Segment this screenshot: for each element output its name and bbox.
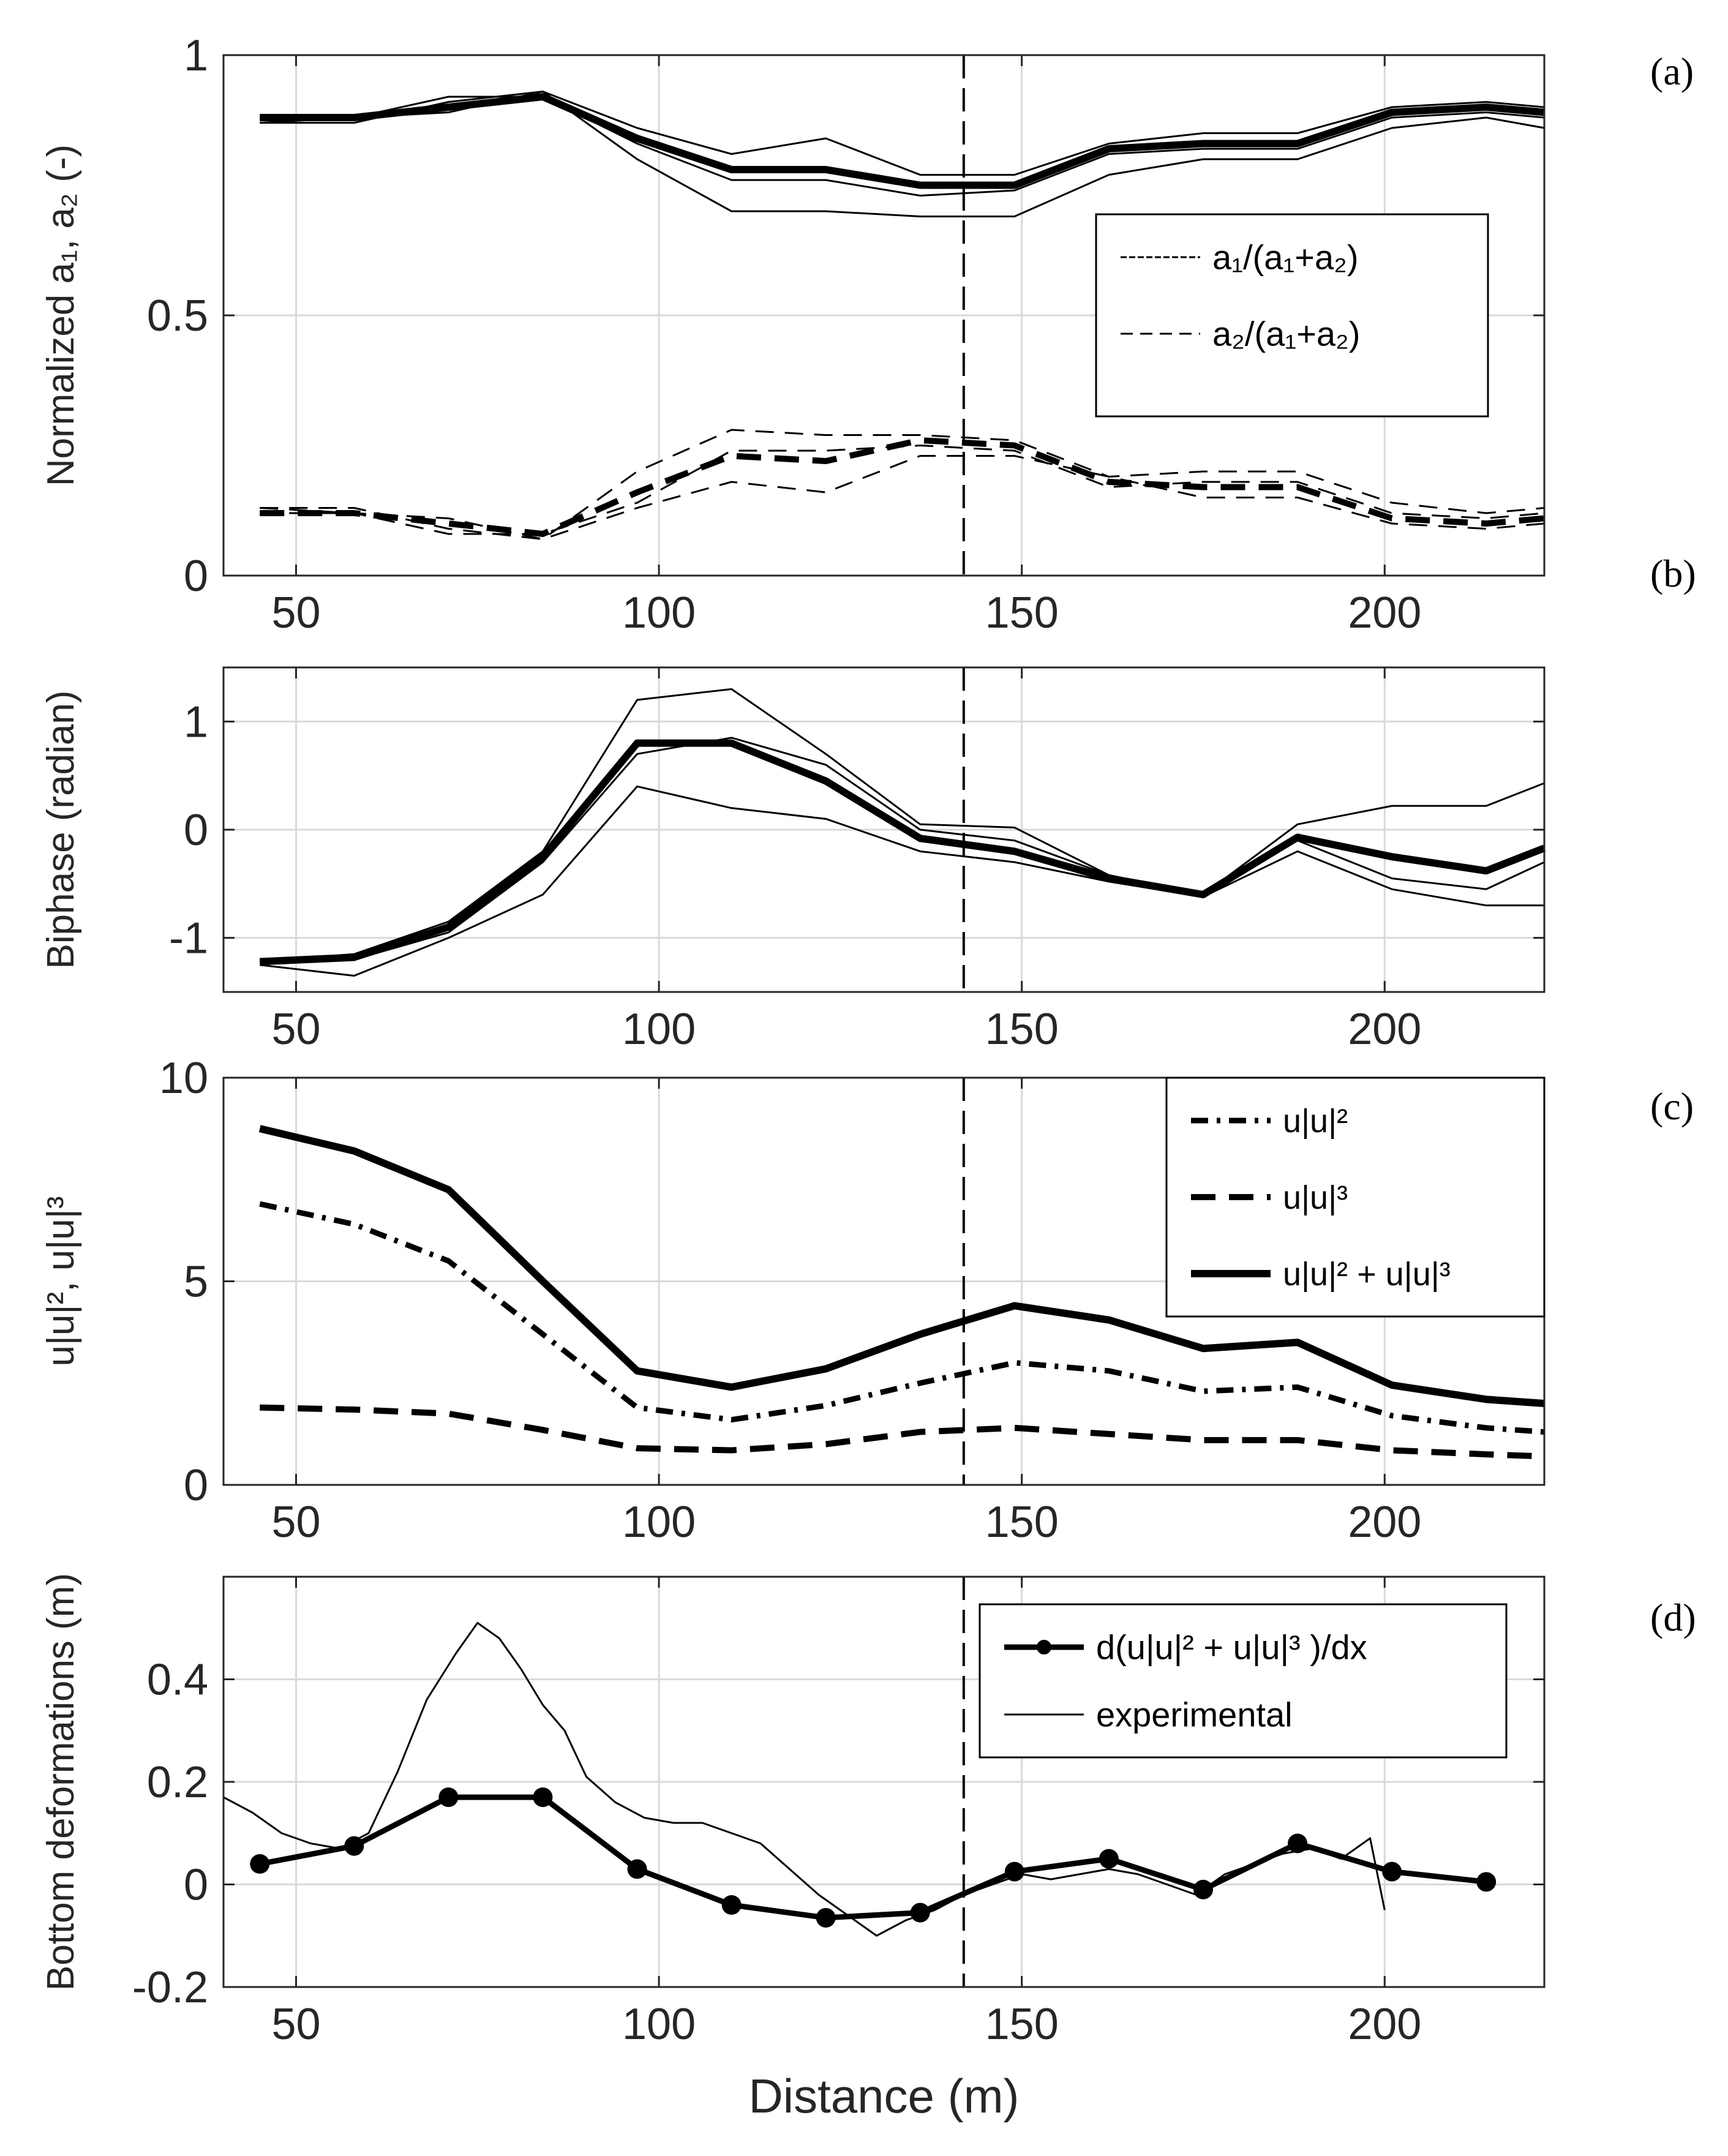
x-tick-label: 200 [1348,1498,1421,1547]
data-point-marker [438,1787,459,1808]
y-axis-label: Biphase (radian) [40,691,82,969]
data-point-marker [1099,1849,1119,1869]
x-tick-label: 50 [271,2000,320,2049]
series-line-experimental [223,1621,1386,1937]
data-point-marker [721,1895,742,1915]
panel-d: 50 100 150 200 -0.2 0 0.2 0.4 Bottom deformation… [40,1573,1546,2123]
series-line-a1-bound-3 [260,91,1545,217]
data-point-marker [1004,1861,1024,1882]
legend-marker [1037,1640,1051,1655]
y-tick-label: -0.2 [132,1963,208,2012]
panel-label-a: (a) [1650,50,1694,93]
data-point-marker [344,1836,364,1856]
legend-label: a₁/(a₁+a₂) [1212,238,1359,277]
x-tick-label: 100 [622,2000,696,2049]
y-tick-label: 10 [159,1054,208,1103]
legend: a₁/(a₁+a₂) a₂/(a₁+a₂) [1095,213,1489,418]
series-line-bound-2 [260,785,1544,977]
series-line-mean [259,739,1546,966]
legend-label: d(u|u|² + u|u|³ )/dx [1096,1628,1367,1667]
y-tick-label: 0 [184,1461,208,1510]
series-line-bound-3 [260,737,1545,963]
legend-box [1095,213,1489,418]
legend: u|u|² u|u|³ u|u|² + u|u|³ [1165,1076,1546,1318]
x-tick-label: 200 [1348,2000,1421,2049]
data-point-marker [250,1854,270,1874]
y-tick-label: -1 [169,914,208,963]
y-tick-label: 5 [184,1258,208,1307]
series-line-a2-bound-2 [260,445,1545,535]
x-tick-label: 50 [271,588,320,637]
legend: d(u|u|² + u|u|³ )/dx experimental [979,1603,1508,1759]
y-tick-label: 0 [184,1861,208,1910]
series-line-a1-mean [260,93,1545,189]
y-axis-label: u|u|², u|u|³ [40,1196,82,1366]
legend-label: u|u|² + u|u|³ [1283,1256,1451,1293]
y-tick-label: 1 [184,697,208,746]
legend-label: u|u|³ [1283,1179,1348,1216]
x-tick-label: 150 [985,1498,1059,1547]
data-point-marker [816,1907,836,1928]
series-line-a1-bound-1 [260,91,1545,176]
series-line-a1-bound-2 [260,96,1545,197]
x-tick-label: 50 [271,1005,320,1054]
data-point-marker [533,1787,553,1808]
x-tick-label: 100 [622,1498,696,1547]
x-tick-label: 100 [622,588,696,637]
y-tick-label: 0.2 [147,1758,208,1807]
data-point-marker [627,1859,647,1879]
series-line-d-u-u-u-u-dx [259,1794,1487,1921]
panel-label-b: (b) [1650,552,1696,595]
series-line-u-u- [260,1404,1545,1460]
series-line-u-u-u-u- [258,1125,1545,1407]
series-line-a2-bound-3 [260,455,1545,540]
panel-b: 50 100 150 200 -1 0 1 Biphase (radian) [40,666,1546,1054]
panel-a: 50 100 150 200 0 0.5 1 Normalized a₁, a₂ (-) a₁/… [40,31,1546,637]
data-point-marker [1382,1861,1402,1882]
legend-box [979,1603,1508,1759]
series-line-u-u- [259,1201,1545,1435]
x-axis-label: Distance (m) [748,2069,1019,2123]
x-tick-label: 150 [985,2000,1059,2049]
y-tick-label: 0 [184,552,208,601]
series-line-bound-1 [260,688,1545,963]
x-tick-label: 50 [271,1498,320,1547]
legend-label: u|u|² [1283,1103,1348,1140]
data-point-marker [1288,1833,1308,1854]
legend-label: a₂/(a₁+a₂) [1212,315,1360,353]
x-tick-label: 150 [985,588,1059,637]
y-tick-label: 0.5 [147,291,208,340]
data-point-marker [1476,1872,1497,1892]
y-axis-label: Normalized a₁, a₂ (-) [40,145,82,486]
panel-label-c: (c) [1650,1084,1694,1128]
x-tick-label: 100 [622,1005,696,1054]
x-tick-label: 150 [985,1005,1059,1054]
y-tick-label: 0.4 [147,1656,208,1705]
x-tick-label: 200 [1348,1005,1421,1054]
y-axis-label: Bottom deformations (m) [40,1573,82,1991]
y-tick-label: 1 [184,31,208,80]
legend-label: experimental [1096,1696,1293,1734]
x-tick-label: 200 [1348,588,1421,637]
series-line-a2-bound-1 [260,429,1545,540]
y-tick-label: 0 [184,806,208,855]
panel-label-d: (d) [1650,1596,1696,1639]
